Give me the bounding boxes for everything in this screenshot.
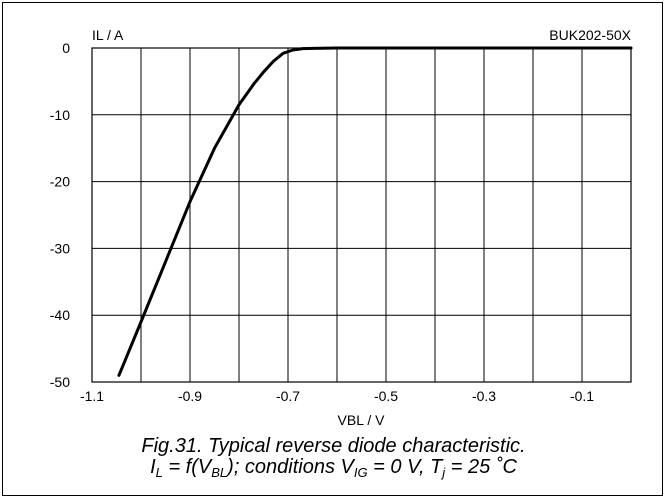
x-tick-label: -0.9 [178,388,202,404]
caption-text: ); conditions V [227,456,354,478]
caption-text: = f(V [162,456,212,478]
x-axis-label: VBL / V [338,412,386,428]
x-tick-label: -0.5 [374,388,398,404]
y-tick-label: -50 [50,374,70,390]
x-tick-label: -1.1 [80,388,104,404]
series-line [117,46,633,377]
y-tick-label: -10 [50,107,70,123]
grid [92,48,631,382]
figure-frame [2,2,663,496]
caption-sub: BL [211,465,228,480]
x-tick-label: -0.3 [472,388,496,404]
caption-line-1: Fig.31. Typical reverse diode characteri… [141,435,526,457]
y-tick-label: 0 [62,40,70,56]
y-tick-label: -20 [50,174,70,190]
caption-line-2: IL = f(VBL); conditions VIG = 0 V, Tj = … [0,456,667,480]
chart-title: BUK202-50X [549,27,631,43]
y-axis-label: IL / A [92,27,124,43]
figure-caption: Fig.31. Typical reverse diode characteri… [0,435,667,480]
caption-text: = 25 ˚C [445,456,517,478]
caption-sub: IG [353,465,368,480]
tick-labels: -1.1 -0.9 -0.7 -0.5 -0.3 -0.1 0 -10 -20 -30 -40 -50 [50,40,595,404]
y-tick-label: -40 [50,307,70,323]
y-tick-label: -30 [50,240,70,256]
caption-sub: j [442,465,446,480]
caption-sub: L [155,465,163,480]
x-tick-label: -0.7 [276,388,300,404]
x-tick-label: -0.1 [570,388,594,404]
plot-area [91,47,632,383]
caption-text: = 0 V, T [367,456,443,478]
caption-text: I [150,456,156,478]
